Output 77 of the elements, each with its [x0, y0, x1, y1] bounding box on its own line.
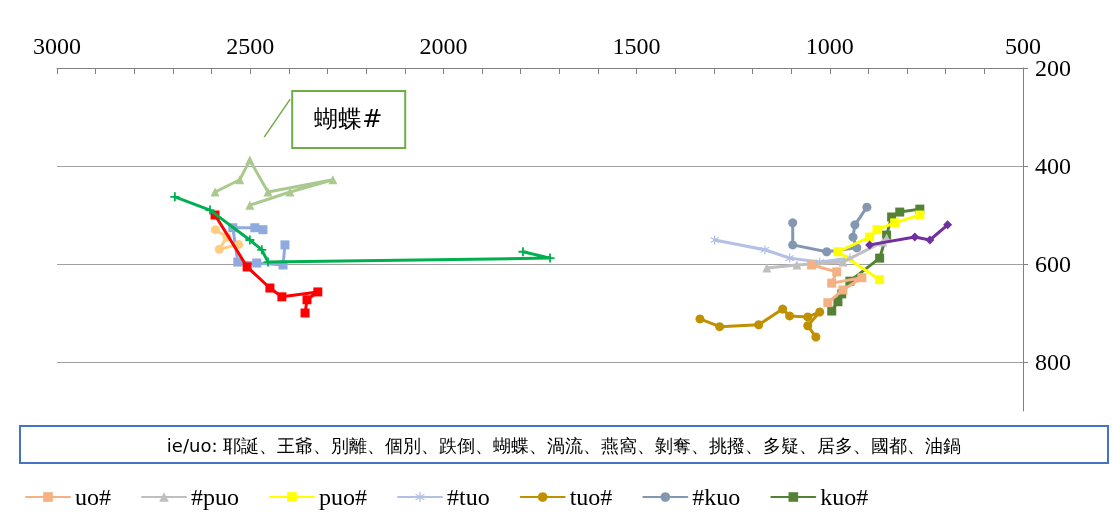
- point: [245, 235, 255, 245]
- point: [823, 298, 833, 308]
- legend-label: puo#: [319, 484, 367, 510]
- legend-label: #puo: [191, 484, 239, 510]
- point: [857, 273, 867, 283]
- point: [170, 192, 180, 202]
- point: [838, 257, 848, 267]
- point: [258, 225, 268, 235]
- point: [915, 210, 925, 220]
- point: [815, 307, 825, 317]
- point: [862, 202, 872, 212]
- point: [822, 247, 832, 257]
- point: [848, 232, 858, 242]
- point: [302, 295, 312, 305]
- point: [300, 308, 310, 318]
- point: [803, 312, 813, 322]
- point: [245, 200, 255, 210]
- point: [710, 235, 720, 245]
- point: [695, 314, 705, 324]
- x-tick-label: 1000: [805, 33, 854, 59]
- y-tick-label: 600: [1035, 251, 1071, 277]
- point: [838, 285, 848, 295]
- point: [910, 232, 920, 242]
- x-tick-label: 2500: [226, 33, 275, 59]
- point: [850, 220, 860, 230]
- point: [807, 260, 817, 270]
- point: [214, 244, 224, 254]
- point: [827, 278, 837, 288]
- point: [715, 322, 725, 332]
- point: [811, 332, 821, 342]
- legend-label: #kuo: [692, 484, 741, 510]
- point: [277, 292, 287, 302]
- point: [280, 240, 290, 250]
- point: [234, 239, 244, 249]
- legend-label: tuo#: [569, 484, 613, 510]
- legend-label: #tuo: [447, 484, 490, 510]
- point: [865, 232, 875, 242]
- point: [245, 155, 255, 165]
- point: [233, 257, 243, 267]
- point: [265, 283, 275, 293]
- point: [875, 275, 885, 285]
- annotation: 蝴蝶#: [314, 105, 383, 134]
- point: [895, 207, 905, 217]
- point: [250, 223, 260, 233]
- point: [943, 220, 953, 230]
- x-tick-label: 1500: [612, 33, 661, 59]
- point: [827, 306, 837, 316]
- point: [865, 240, 875, 250]
- legend-label: kuo#: [820, 484, 869, 510]
- point: [875, 253, 885, 263]
- point: [754, 320, 764, 330]
- point: [788, 218, 798, 228]
- point: [760, 245, 770, 255]
- text: ie/uo: 耶誕、王爺、別離、個別、跌倒、蝴蝶、渦流、燕窩、剝奪、挑撥、多疑、居多、國都、油鍋: [166, 434, 962, 456]
- point: [328, 175, 338, 185]
- point: [210, 225, 220, 235]
- point: [803, 321, 813, 331]
- point: [205, 205, 215, 215]
- y-tick-label: 400: [1035, 153, 1071, 179]
- point: [788, 240, 798, 250]
- legend-label: uo#: [75, 484, 111, 510]
- y-tick-label: 800: [1035, 349, 1071, 375]
- point: [832, 267, 842, 277]
- point: [313, 287, 323, 297]
- point: [785, 311, 795, 321]
- point: [925, 235, 935, 245]
- point: [890, 218, 900, 228]
- point: [778, 304, 788, 314]
- point: [242, 262, 252, 272]
- point: [252, 258, 262, 268]
- point: [257, 245, 267, 255]
- x-tick-label: 3000: [33, 33, 81, 59]
- point: [872, 225, 882, 235]
- point: [518, 247, 528, 257]
- point: [785, 253, 795, 263]
- point: [833, 247, 843, 257]
- x-tick-label: 2000: [419, 33, 468, 59]
